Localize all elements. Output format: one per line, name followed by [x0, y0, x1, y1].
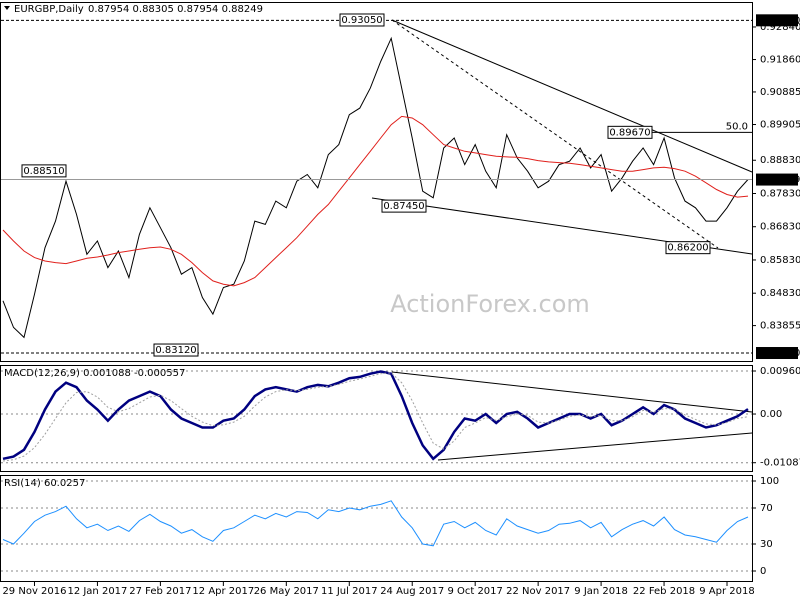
series-line: [2, 36, 749, 339]
rsi-title: RSI(14) 60.0257: [4, 478, 85, 489]
annotation-box: [665, 241, 711, 255]
x-tick-label: 27 Feb 2017: [129, 586, 191, 597]
symbol: EURGBP,Daily: [14, 4, 84, 15]
trendline: [391, 19, 719, 249]
y-tick-label: 0.00: [760, 409, 782, 420]
annotation-label: 0.89670: [609, 127, 650, 138]
level-box: [756, 14, 798, 27]
x-tick-label: 22 Nov 2017: [506, 586, 570, 597]
macd-title: MACD(12,26,9) 0.001088 -0.000557: [4, 368, 185, 379]
macd-panel: [0, 365, 753, 472]
watermark: ActionForex.com: [390, 290, 590, 318]
annotation-box: [153, 343, 199, 357]
y-tick-label: 0.92840: [760, 22, 800, 33]
level-box: [756, 173, 798, 186]
y-tick-label: 0.84830: [760, 288, 800, 299]
trendline: [437, 432, 753, 461]
x-tick-label: 11 Jul 2017: [321, 586, 378, 597]
annotation-box: [381, 199, 427, 213]
series-line: [2, 115, 749, 287]
level-box: [756, 347, 798, 360]
menu-arrow: [4, 6, 10, 10]
annotation-label: 0.87450: [383, 201, 424, 212]
annotation-box: [21, 164, 67, 178]
rsi-panel: [0, 475, 753, 582]
series-line: [2, 500, 749, 547]
trendline: [391, 19, 753, 173]
annotation-label: 0.83120: [155, 345, 196, 356]
x-tick-label: 29 Nov 2016: [2, 586, 66, 597]
trendline: [391, 371, 753, 413]
annotation-box: [339, 13, 385, 27]
ohlc: 0.87954 0.88305 0.87954 0.88249: [88, 4, 263, 15]
x-tick-label: 9 Apr 2018: [699, 586, 754, 597]
main-panel: [0, 2, 753, 362]
y-tick-label: 0.83855: [760, 321, 800, 332]
y-tick-label: 0: [760, 566, 766, 577]
y-tick-label: 0.89905: [760, 120, 800, 131]
level-label: 0.93040: [759, 15, 800, 26]
series-line: [2, 370, 749, 461]
x-tick-label: 9 Jan 2018: [574, 586, 628, 597]
x-tick-label: 12 Apr 2017: [192, 586, 254, 597]
y-tick-label: 30: [760, 539, 773, 550]
x-tick-label: 26 May 2017: [254, 586, 319, 597]
annotation-label: 0.86200: [667, 243, 708, 254]
fib-label: 50.0: [726, 121, 748, 132]
y-tick-label: 0.91860: [760, 55, 800, 66]
annotation-label: 0.88510: [23, 166, 64, 177]
y-tick-label: -0.010873: [760, 458, 800, 469]
y-tick-label: 70: [760, 503, 773, 514]
annotation-label: 0.93050: [341, 15, 382, 26]
x-tick-label: 22 Feb 2018: [633, 586, 695, 597]
y-tick-label: 0.88830: [760, 155, 800, 166]
y-tick-label: 0.90885: [760, 87, 800, 98]
y-tick-label: 0.86830: [760, 222, 800, 233]
y-tick-label: 0.009604: [760, 366, 800, 377]
x-tick-label: 9 Oct 2017: [447, 586, 502, 597]
level-label: 0.88249: [759, 175, 800, 186]
y-tick-label: 100: [760, 476, 779, 487]
y-tick-label: 0.85830: [760, 255, 800, 266]
x-tick-label: 24 Aug 2017: [380, 586, 444, 597]
level-label: 0.83030: [759, 348, 800, 359]
y-tick-label: 0.87830: [760, 188, 800, 199]
x-tick-label: 12 Jan 2017: [67, 586, 127, 597]
